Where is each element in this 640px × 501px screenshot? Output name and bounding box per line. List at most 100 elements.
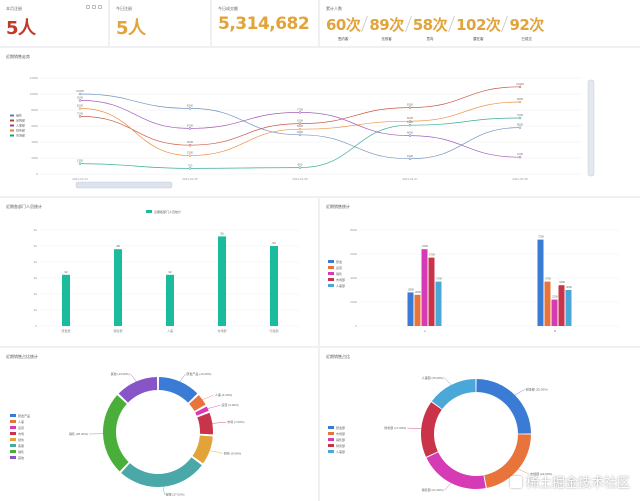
legend-label: 财务部 — [16, 128, 25, 133]
data-label: 56 — [220, 231, 224, 235]
label-leader — [444, 482, 452, 491]
y-tick-label: 2000 — [31, 156, 38, 160]
y-tick-label: 60 — [34, 228, 38, 232]
data-label: 3000 — [566, 285, 572, 289]
donut-slice — [189, 395, 206, 412]
label-leader — [209, 450, 223, 454]
donut-slice — [421, 402, 442, 457]
stat-card-month: 本月注册 5人 — [0, 0, 108, 46]
data-label: 8200 — [77, 103, 84, 107]
data-label: 4900 — [297, 130, 304, 134]
data-label: 8200 — [187, 103, 194, 107]
slice-label: 市场 (7.00%) — [227, 419, 244, 424]
data-label: 5600 — [297, 124, 304, 128]
series-point — [78, 107, 82, 110]
donut-slice — [426, 452, 486, 489]
legend-label: 市场 — [18, 431, 24, 436]
legend-swatch — [328, 284, 334, 287]
bar-chart-card: 近期各部门人员统计 0 10 20 30 40 50 60 近期各部门人员统计 32 研发部 48 销… — [0, 198, 318, 346]
legend-label: 人事部 — [336, 283, 345, 288]
y-tick-label: 4000 — [350, 276, 357, 280]
data-label: 8300 — [407, 103, 414, 107]
slice-label: 其他 (13.00%) — [111, 371, 130, 376]
data-label: 7700 — [297, 107, 304, 111]
count-value: 60次 — [326, 16, 361, 34]
bar — [166, 274, 174, 326]
count-item: 92次已成交 — [509, 14, 544, 42]
x-tick-label: 行政部 — [269, 328, 278, 333]
series-point — [518, 126, 522, 129]
data-label: 48 — [116, 244, 120, 248]
data-label: 10000 — [76, 89, 84, 93]
stat-value: 5,314,682 — [218, 14, 310, 34]
legend-label: 运营 — [18, 425, 24, 430]
y-tick-label: 20 — [34, 292, 38, 296]
legend-swatch — [10, 414, 16, 417]
stat-title: 本月注册 — [6, 6, 22, 11]
divider — [501, 16, 509, 32]
slice-label: 运营 (2.00%) — [221, 402, 238, 407]
series-point — [188, 143, 192, 147]
legend-label: 研发 — [336, 259, 342, 264]
legend-label: 人事部 — [16, 123, 25, 128]
slice-label: 财务部 (17.00%) — [384, 425, 406, 430]
donut-slice — [484, 434, 531, 488]
count-value: 92次 — [509, 16, 544, 34]
y-tick-label: 0 — [35, 324, 37, 328]
close-icon[interactable] — [98, 5, 102, 9]
line-chart-card: 近期销售走势 0 2000 4000 6000 8000 10000 12000 2021-0… — [0, 48, 640, 196]
series-point — [188, 127, 192, 130]
minimize-icon[interactable] — [86, 5, 90, 9]
stat-card-amount: 今日成交额 5,314,682 — [212, 0, 318, 46]
series-point — [298, 133, 302, 137]
legend-label: 销售 — [16, 113, 22, 118]
count-label: 已成交 — [521, 37, 532, 41]
count-item: 58次 意向 — [413, 14, 448, 42]
y-tick-label: 50 — [34, 244, 38, 248]
y-tick-label: 30 — [34, 276, 38, 280]
y-tick-label: 0 — [36, 172, 38, 176]
series-point — [298, 122, 302, 125]
slice-label: 销售部 (21.00%) — [422, 487, 444, 492]
legend-swatch — [10, 426, 16, 429]
series-point — [518, 85, 522, 89]
series-point — [298, 111, 302, 114]
divider — [361, 16, 369, 32]
series-point — [78, 99, 82, 102]
maximize-icon[interactable] — [92, 5, 96, 9]
bar — [414, 294, 421, 326]
slice-label: 客服 (27.00%) — [165, 492, 184, 497]
y-tick-label: 4000 — [31, 140, 38, 144]
label-leader — [162, 486, 165, 495]
donut2-card: 近期销售占比 研发部 (25.00%) 研发部 市场部 (22.00%) 市场部 销售部… — [320, 348, 640, 501]
slice-label: 市场部 (22.00%) — [530, 471, 552, 476]
count-item: 60次签约客 — [326, 14, 361, 42]
series-point — [408, 123, 412, 127]
legend-swatch — [328, 444, 334, 447]
series-point — [408, 157, 412, 161]
legend-label: 销售 — [336, 271, 342, 276]
series-point — [518, 155, 522, 159]
line-chart: 0 2000 4000 6000 8000 10000 12000 2021-01-04 202… — [10, 76, 595, 189]
data-label: 3700 — [436, 277, 442, 281]
watermark-text: 稀土掘金技术社区 — [525, 475, 630, 490]
legend-label: 研发部 — [336, 425, 345, 430]
label-leader — [407, 427, 422, 430]
data-label: 9200 — [77, 95, 84, 99]
count-label: 签约客 — [337, 37, 349, 41]
series-point — [518, 116, 522, 120]
data-label: 50 — [272, 241, 276, 245]
x-tick-label: 研发部 — [61, 328, 70, 333]
donut1-card: 近期销售占比统计 研发产品 (13.00%) 研发产品 人事 (4.00%) 人事 运营… — [0, 348, 318, 501]
counts-card: 累计人数 60次 签约客 89次 无效客 58次 意向 102次 潜在客 92次 已成交 — [320, 0, 640, 46]
bar — [551, 299, 558, 326]
legend-label: 客服 — [18, 443, 24, 448]
legend-label: 销售 — [18, 449, 24, 454]
legend-swatch — [328, 450, 334, 453]
legend-swatch — [328, 438, 334, 441]
watermark: 稀土掘金技术社区 — [509, 472, 630, 491]
label-leader — [514, 389, 525, 396]
stat-value: 5人 — [6, 18, 36, 39]
count-label: 无效客 — [381, 37, 392, 41]
x-tick-label: B — [554, 329, 556, 333]
